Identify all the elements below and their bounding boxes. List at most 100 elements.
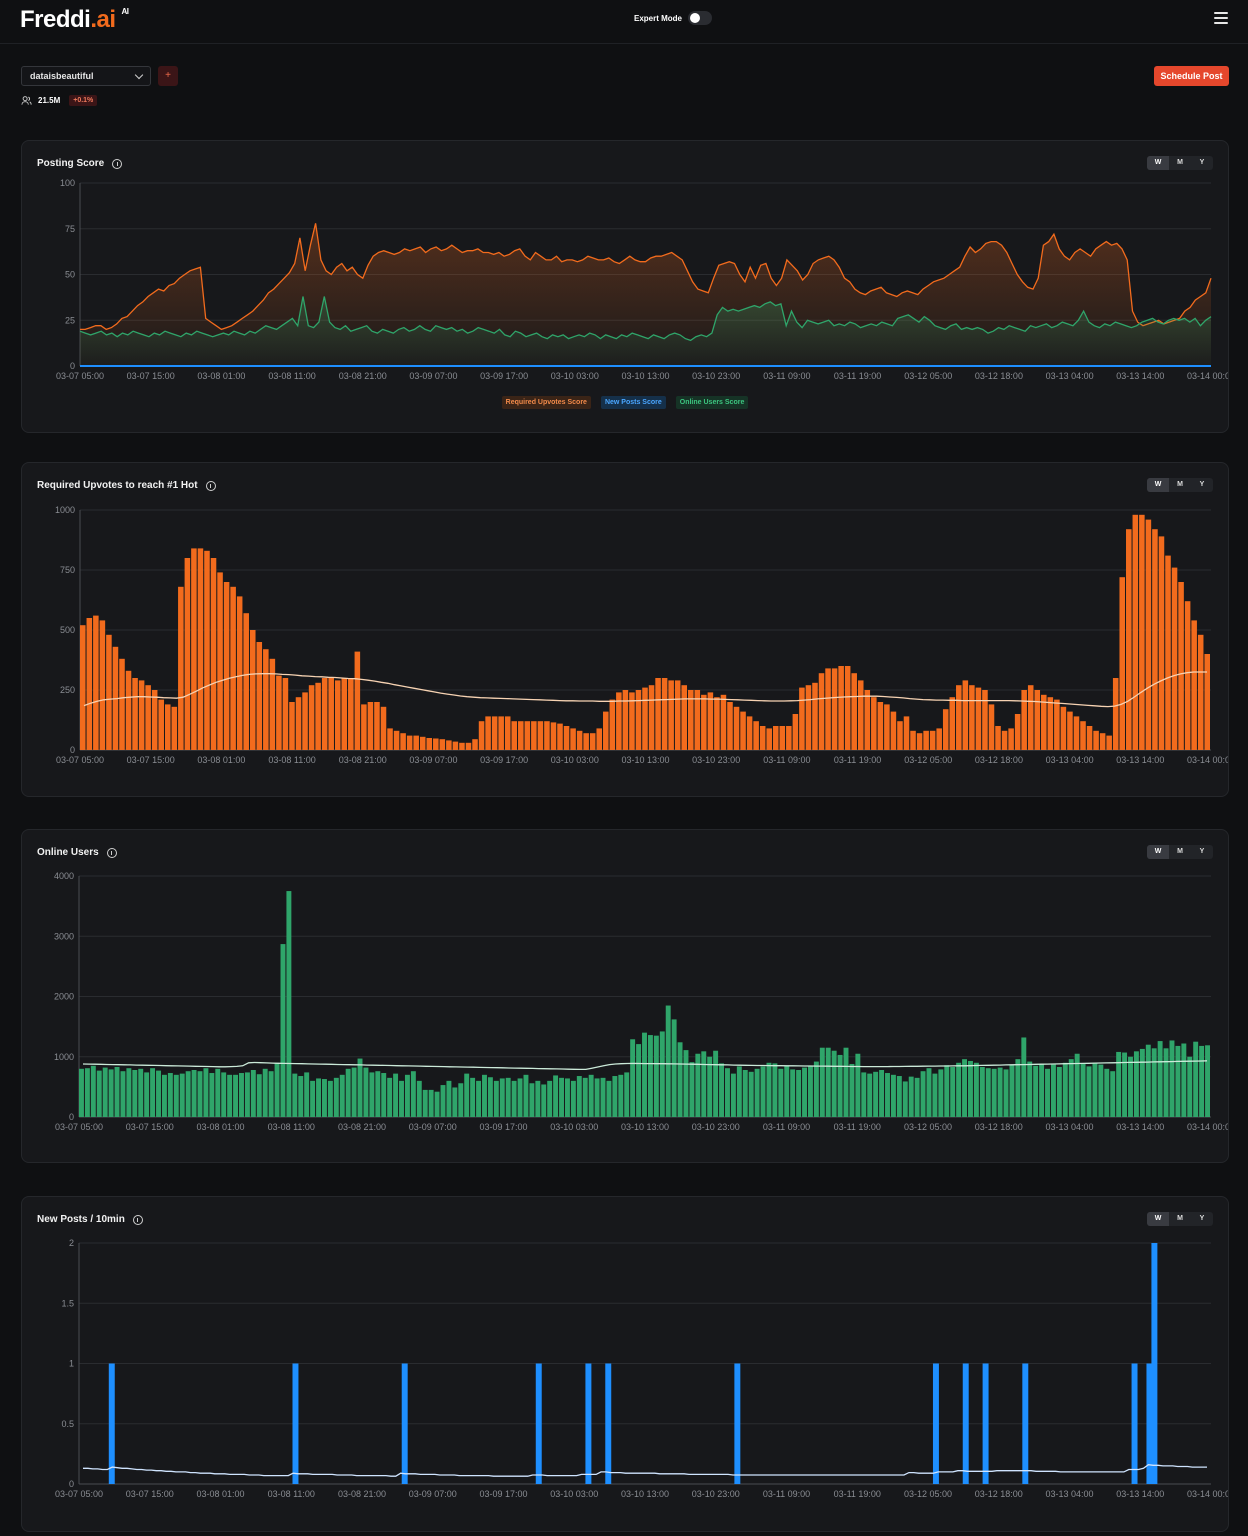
bar	[209, 1073, 215, 1117]
bar	[1152, 529, 1158, 750]
bar	[132, 678, 138, 750]
trend-line	[83, 671, 1207, 708]
app-header: Freddi.ai AI Expert Mode	[0, 0, 1248, 44]
range-year-button[interactable]: Y	[1199, 1215, 1205, 1222]
range-year-button[interactable]: Y	[1199, 481, 1205, 488]
info-icon[interactable]	[106, 847, 117, 858]
logo[interactable]: Freddi.ai AI	[20, 6, 129, 34]
bar	[902, 1081, 908, 1117]
bar	[779, 726, 786, 750]
x-tick-label: 03-08 11:00	[268, 1489, 315, 1499]
bar	[191, 548, 197, 750]
bar	[282, 678, 289, 750]
range-week-button[interactable]: W	[1147, 156, 1169, 170]
bar	[1145, 1044, 1151, 1117]
bar	[576, 1076, 582, 1117]
bar	[524, 721, 531, 750]
legend-required-upvotes[interactable]: Required Upvotes Score	[501, 396, 591, 409]
info-icon[interactable]	[205, 480, 216, 491]
bar	[1086, 726, 1093, 750]
bar	[537, 721, 544, 750]
bar	[114, 1066, 120, 1117]
bar	[600, 1077, 606, 1117]
bar	[962, 680, 969, 750]
info-icon[interactable]	[132, 1214, 143, 1225]
bar	[926, 1068, 932, 1117]
x-tick-label: 03-12 18:00	[975, 371, 1023, 381]
bar	[518, 721, 524, 750]
bar	[345, 1068, 351, 1117]
bar	[661, 678, 668, 750]
bar	[197, 548, 204, 750]
bar	[158, 699, 164, 750]
x-tick-label: 03-11 19:00	[834, 1489, 881, 1499]
range-month-button[interactable]: M	[1177, 159, 1183, 166]
bar	[505, 1077, 511, 1117]
bar	[348, 678, 354, 750]
y-tick-label: 250	[60, 685, 75, 695]
bar	[511, 1080, 517, 1117]
bar	[150, 1068, 156, 1117]
range-week-button[interactable]: W	[1147, 845, 1169, 859]
legend-online-users[interactable]: Online Users Score	[675, 396, 749, 409]
range-month-button[interactable]: M	[1177, 481, 1183, 488]
subreddit-select[interactable]: dataisbeautiful	[21, 66, 151, 86]
bar	[799, 687, 805, 750]
bar	[413, 735, 419, 750]
range-month-button[interactable]: M	[1177, 848, 1183, 855]
bar	[1045, 1068, 1050, 1117]
range-week-button[interactable]: W	[1147, 1212, 1169, 1226]
bar	[470, 1077, 476, 1117]
hamburger-menu-icon[interactable]	[1214, 12, 1228, 24]
x-tick-label: 03-13 14:00	[1116, 1489, 1164, 1499]
bar	[612, 1076, 618, 1117]
bar	[1158, 536, 1165, 750]
bar	[286, 891, 292, 1117]
bar	[419, 736, 426, 750]
bar	[269, 658, 276, 750]
bar	[812, 682, 818, 750]
bar	[493, 1080, 499, 1117]
bar	[328, 678, 334, 750]
bar	[677, 1042, 683, 1117]
bar	[268, 1071, 274, 1117]
subreddit-select-value: dataisbeautiful	[30, 71, 94, 81]
bar	[982, 1363, 989, 1484]
range-year-button[interactable]: Y	[1199, 848, 1205, 855]
bar	[1204, 654, 1210, 750]
bar	[659, 1031, 665, 1117]
bar	[1163, 1048, 1169, 1117]
x-tick-label: 03-14 00:00	[1187, 1122, 1228, 1132]
bar	[464, 1073, 470, 1117]
bar	[570, 1080, 576, 1117]
add-subreddit-button[interactable]: +	[158, 66, 178, 86]
range-year-button[interactable]: Y	[1199, 159, 1205, 166]
x-tick-label: 03-09 17:00	[479, 1122, 527, 1132]
bar	[236, 596, 243, 750]
bar	[478, 721, 485, 750]
card-title: Posting Score	[37, 158, 123, 169]
y-tick-label: 0	[69, 1112, 74, 1122]
required-upvotes-chart: 0 250 500 750 1000 03-07 05:00 03-07 15:00 03-0…	[55, 505, 1228, 765]
bar	[227, 1074, 233, 1117]
bar	[316, 1078, 321, 1117]
range-month-button[interactable]: M	[1177, 1215, 1183, 1222]
x-tick-label: 03-09 07:00	[409, 755, 457, 765]
bar	[932, 1363, 939, 1484]
bar	[400, 733, 406, 750]
bar	[341, 678, 348, 750]
expert-mode-toggle[interactable]	[688, 11, 713, 25]
range-week-button[interactable]: W	[1147, 478, 1169, 492]
x-tick-label: 03-10 13:00	[621, 1122, 669, 1132]
bar	[857, 680, 864, 750]
y-tick-label: 1000	[55, 505, 75, 515]
bar	[766, 1062, 772, 1117]
bar	[223, 582, 230, 750]
info-icon[interactable]	[112, 158, 123, 169]
y-tick-label: 75	[65, 224, 75, 234]
schedule-post-button[interactable]: Schedule Post	[1154, 66, 1229, 86]
x-tick-label: 03-13 04:00	[1045, 1122, 1093, 1132]
bar	[707, 1056, 713, 1117]
bar	[375, 1071, 381, 1117]
legend-new-posts[interactable]: New Posts Score	[600, 396, 666, 409]
